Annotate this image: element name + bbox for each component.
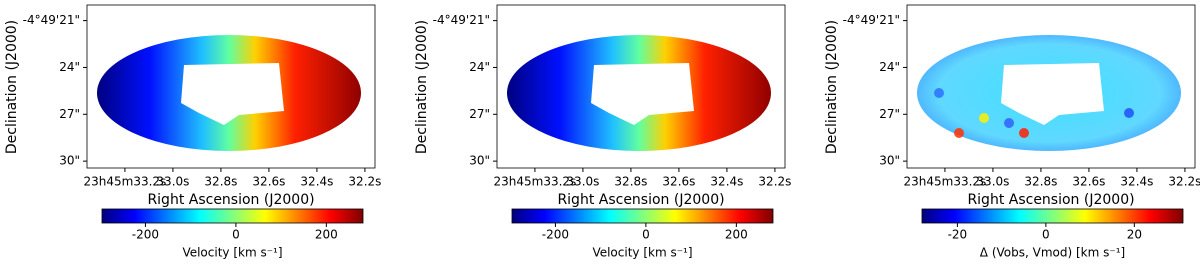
x-tick-label: 32.4s <box>300 175 333 189</box>
colorbar-tick-label: 200 <box>315 228 338 242</box>
x-tick-label: 32.4s <box>1120 175 1153 189</box>
colorbar-tick-label: 0 <box>1042 228 1050 242</box>
x-axis-label: Right Ascension (J2000) <box>557 192 724 208</box>
colorbar-tick-label: -200 <box>542 228 569 242</box>
axes-frame <box>496 4 786 169</box>
x-tick-label: 32.8s <box>614 175 647 189</box>
y-tick-label: 27" <box>59 107 80 121</box>
colorbar-label: Velocity [km s⁻¹] <box>182 246 282 260</box>
axes-frame <box>86 4 376 169</box>
map-image <box>97 35 361 151</box>
x-axis-label: Right Ascension (J2000) <box>967 192 1134 208</box>
y-tick-label: -4°49'21" <box>433 13 490 27</box>
colorbar-label: Velocity [km s⁻¹] <box>592 246 692 260</box>
colorbar <box>101 208 364 224</box>
y-tick-label: -4°49'21" <box>843 13 900 27</box>
y-tick-label: 30" <box>469 154 490 168</box>
x-tick-label: 32.6s <box>252 175 285 189</box>
y-tick-label: 24" <box>469 60 490 74</box>
x-tick-label: 32.2s <box>348 175 381 189</box>
colorbar-tick-label: 20 <box>1127 228 1142 242</box>
x-tick-label: 32.8s <box>1024 175 1057 189</box>
colorbar-tick-label: 200 <box>725 228 748 242</box>
y-axis-label: Declination (J2000) <box>414 20 430 154</box>
y-tick-label: 30" <box>879 154 900 168</box>
colorbar-tick-label: 0 <box>232 228 240 242</box>
colorbar-tick-label: -20 <box>948 228 968 242</box>
x-tick-label: 23h45m33.2s <box>904 175 987 189</box>
x-tick-label: 32.2s <box>758 175 791 189</box>
y-tick-label: 30" <box>59 154 80 168</box>
colorbar <box>511 208 774 224</box>
y-tick-label: 24" <box>59 60 80 74</box>
map-blob <box>1019 128 1029 138</box>
y-tick-label: 27" <box>879 107 900 121</box>
x-tick-label: 33.0s <box>976 175 1009 189</box>
colorbar-tick-label: -200 <box>132 228 159 242</box>
x-tick-label: 32.6s <box>1072 175 1105 189</box>
x-tick-label: 32.6s <box>662 175 695 189</box>
x-tick-label: 33.0s <box>566 175 599 189</box>
colorbar-label: Δ (Vobs, Vmod) [km s⁻¹] <box>980 246 1125 260</box>
x-axis-label: Right Ascension (J2000) <box>147 192 314 208</box>
map-blob <box>934 88 944 98</box>
map-blob <box>1004 118 1014 128</box>
x-tick-label: 23h45m33.2s <box>84 175 167 189</box>
y-tick-label: 27" <box>469 107 490 121</box>
x-tick-label: 32.2s <box>1168 175 1200 189</box>
y-axis-label: Declination (J2000) <box>4 20 20 154</box>
x-tick-label: 33.0s <box>156 175 189 189</box>
colorbar <box>921 208 1184 224</box>
colorbar-tick-label: 0 <box>642 228 650 242</box>
map-blob <box>979 113 989 123</box>
map-blob <box>954 128 964 138</box>
x-tick-label: 32.4s <box>710 175 743 189</box>
x-tick-label: 23h45m33.2s <box>494 175 577 189</box>
y-axis-label: Declination (J2000) <box>824 20 840 154</box>
y-tick-label: -4°49'21" <box>23 13 80 27</box>
map-blob <box>1124 108 1134 118</box>
axes-frame <box>906 4 1196 169</box>
x-tick-label: 32.8s <box>204 175 237 189</box>
map-image <box>507 35 771 151</box>
y-tick-label: 24" <box>879 60 900 74</box>
